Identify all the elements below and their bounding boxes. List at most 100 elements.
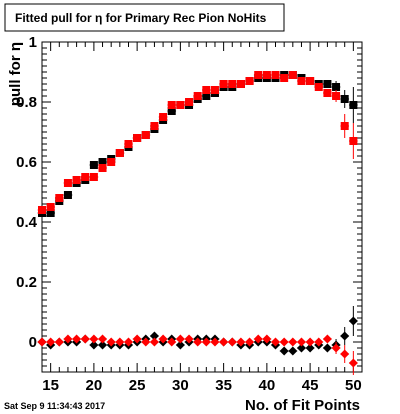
data-point	[201, 337, 211, 347]
data-point	[349, 101, 358, 109]
data-point	[271, 337, 281, 347]
data-point	[38, 206, 46, 214]
data-point	[98, 158, 107, 166]
data-point	[332, 92, 341, 100]
data-point	[340, 331, 350, 341]
data-point	[254, 71, 263, 79]
data-point	[331, 343, 341, 353]
x-tick-label: 20	[86, 377, 103, 394]
data-point	[54, 337, 64, 347]
data-point	[98, 334, 108, 344]
series-1	[37, 71, 358, 214]
x-tick-label: 40	[259, 377, 276, 394]
data-point	[332, 83, 341, 91]
x-axis-label: No. of Fit Points	[245, 397, 360, 414]
data-point	[245, 337, 255, 347]
data-point	[80, 334, 90, 344]
data-point	[322, 343, 332, 353]
data-point	[314, 83, 323, 91]
data-point	[305, 337, 315, 347]
data-point	[271, 71, 280, 79]
data-point	[210, 86, 219, 94]
data-point	[340, 349, 350, 359]
data-point	[115, 337, 125, 347]
y-tick-label: 0	[29, 334, 37, 351]
data-point	[253, 334, 263, 344]
y-tick-label: 0.4	[16, 214, 38, 231]
data-point	[167, 337, 177, 347]
data-point	[46, 337, 56, 347]
data-point	[314, 337, 324, 347]
data-point	[72, 334, 82, 344]
axes: 15 20 25 30 35 40 45 50 0 0.2 0.4 0.6 0.8 1	[16, 34, 363, 394]
x-tick-label: 35	[215, 377, 232, 394]
data-point	[193, 92, 202, 100]
x-tick-label: 30	[172, 377, 189, 394]
data-point	[175, 340, 185, 350]
data-point	[46, 203, 55, 211]
data-point	[106, 337, 116, 347]
data-point	[262, 334, 272, 344]
data-point	[349, 137, 358, 145]
data-point	[132, 334, 142, 344]
data-point	[219, 337, 229, 347]
data-point	[305, 343, 315, 353]
data-point	[185, 98, 194, 106]
data-point	[245, 77, 254, 85]
data-point	[279, 337, 289, 347]
data-point	[89, 173, 98, 181]
data-point	[184, 334, 194, 344]
data-point	[158, 334, 168, 344]
data-point	[167, 101, 176, 109]
data-point	[176, 101, 185, 109]
data-point	[219, 80, 228, 88]
data-marks	[37, 71, 358, 375]
data-point	[306, 77, 315, 85]
data-point	[288, 71, 297, 79]
y-tick-label: 0.2	[16, 274, 37, 291]
x-tick-label: 45	[302, 377, 319, 394]
data-point	[262, 71, 271, 79]
data-point	[340, 122, 349, 130]
data-point	[98, 340, 108, 350]
data-point	[348, 358, 358, 368]
data-point	[89, 161, 98, 169]
data-point	[202, 92, 211, 100]
data-point	[63, 191, 72, 199]
data-point	[107, 158, 116, 166]
data-point	[159, 113, 168, 121]
data-point	[89, 334, 99, 344]
data-point	[89, 340, 99, 350]
data-point	[297, 77, 306, 85]
data-point	[81, 173, 90, 181]
data-point	[141, 337, 151, 347]
y-tick-label: 1	[29, 34, 37, 51]
data-point	[63, 179, 72, 187]
series-2	[37, 306, 358, 356]
y-axis-label: pull for η	[7, 42, 24, 106]
chart-title: Fitted pull for η for Primary Rec Pion N…	[15, 11, 267, 25]
data-point	[323, 80, 332, 88]
data-point	[149, 331, 159, 341]
x-tick-label: 25	[129, 377, 146, 394]
plot-frame	[41, 41, 363, 373]
data-point	[63, 334, 73, 344]
data-point	[210, 337, 220, 347]
y-tick-label: 0.8	[16, 94, 37, 111]
data-point	[279, 346, 289, 356]
data-point	[202, 86, 211, 94]
data-point	[55, 194, 64, 202]
x-tick-label: 50	[345, 377, 362, 394]
data-point	[323, 89, 332, 97]
data-point	[236, 337, 246, 347]
data-point	[98, 164, 107, 172]
data-point	[115, 149, 124, 157]
data-point	[37, 337, 47, 347]
title-box	[4, 3, 285, 32]
data-point	[280, 74, 289, 82]
data-point	[150, 122, 159, 130]
data-point	[149, 337, 159, 347]
data-point	[123, 337, 133, 347]
data-point	[46, 209, 55, 217]
